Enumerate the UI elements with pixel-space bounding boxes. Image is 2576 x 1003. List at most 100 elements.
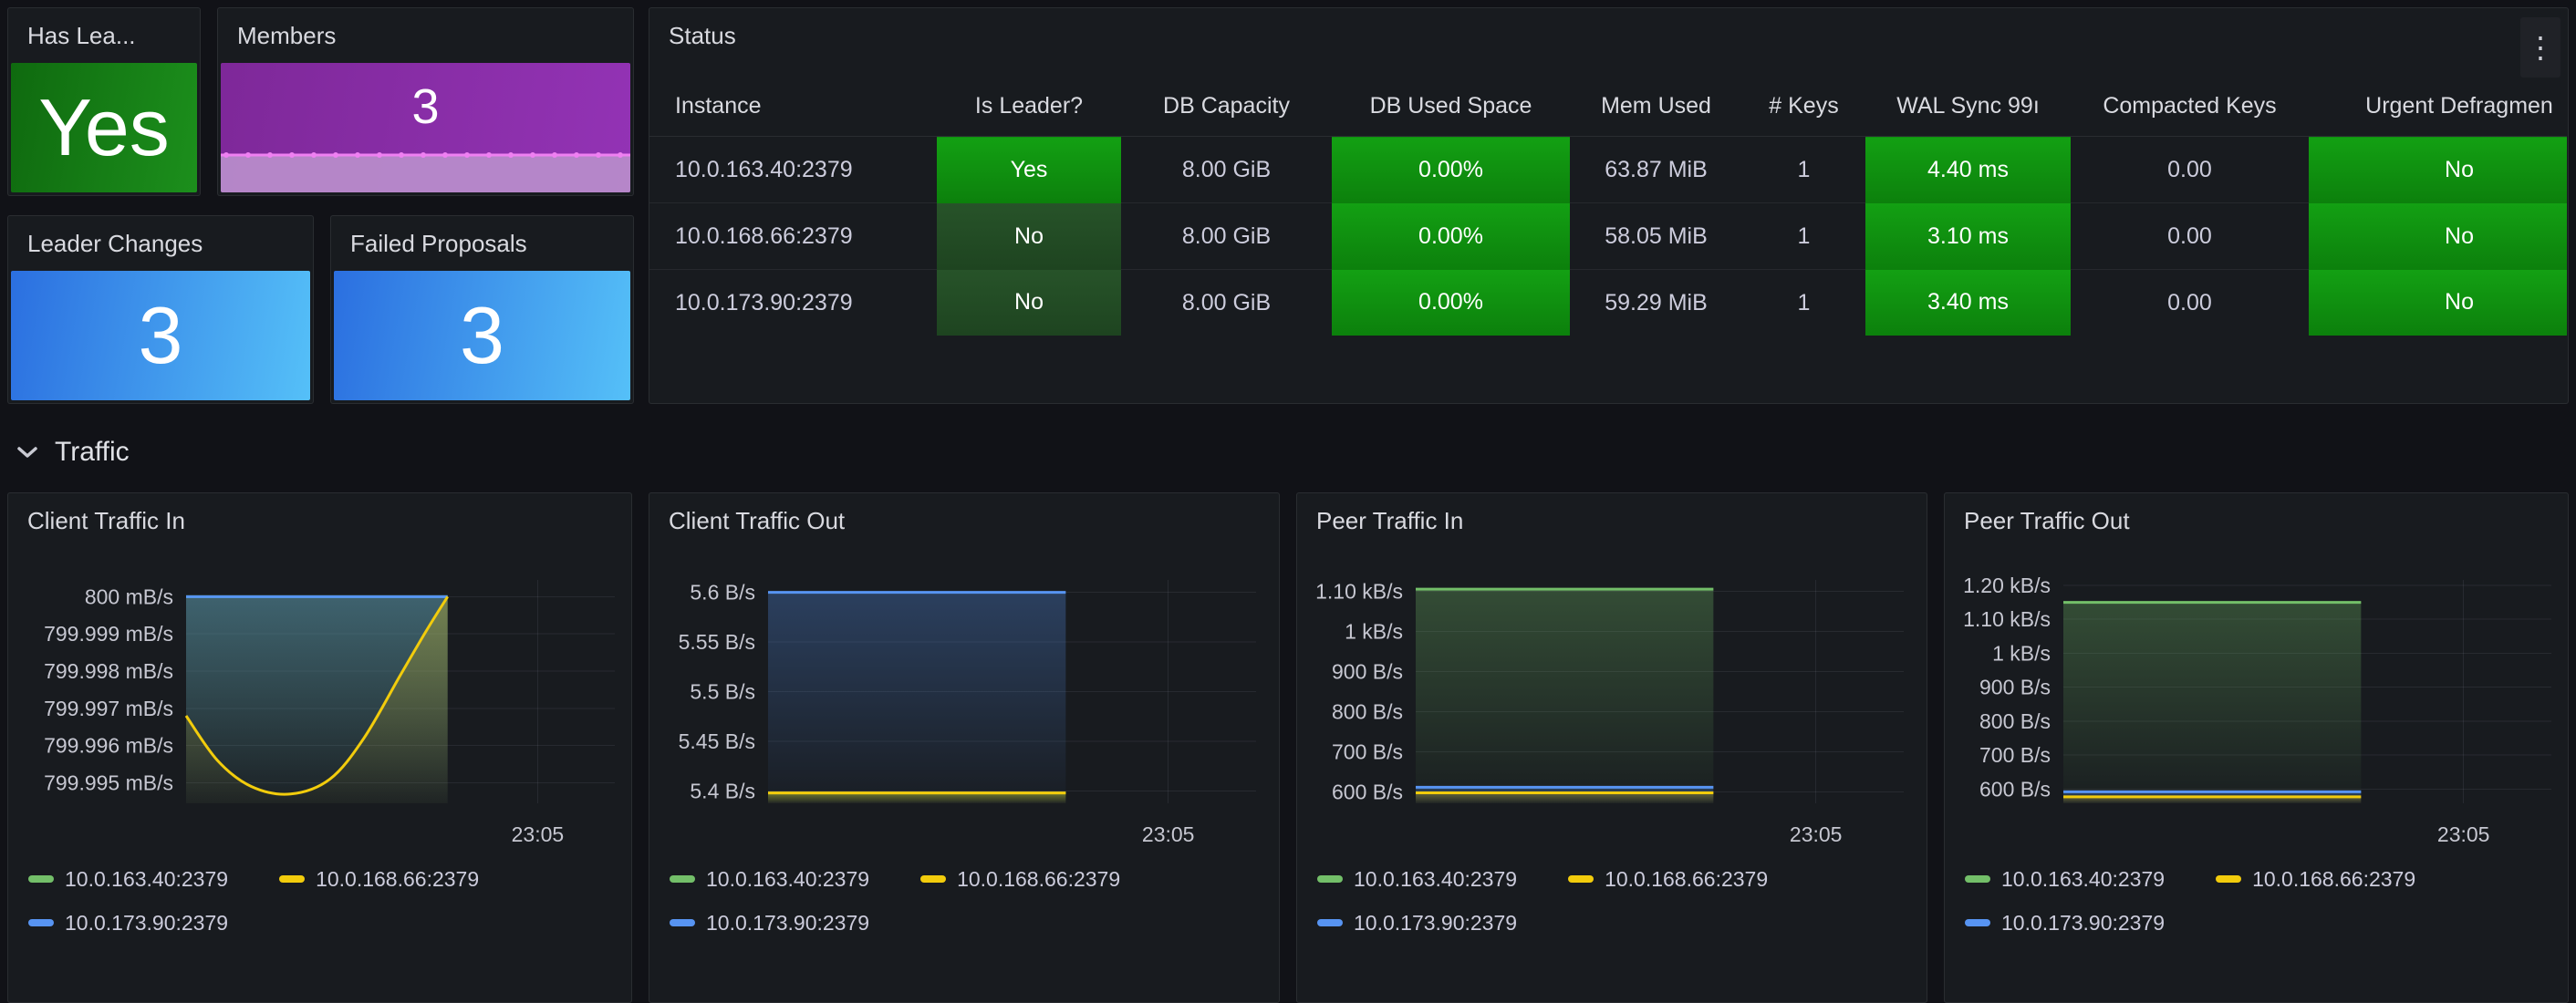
table-cell: 8.00 GiB xyxy=(1121,202,1332,270)
legend-item[interactable]: 10.0.173.90:2379 xyxy=(28,909,228,936)
column-header[interactable]: Instance xyxy=(649,76,937,137)
legend-item[interactable]: 10.0.163.40:2379 xyxy=(28,865,228,893)
table-cell: 3.40 ms xyxy=(1865,269,2071,336)
stat-value: Yes xyxy=(38,82,170,172)
y-axis-tick: 799.995 mB/s xyxy=(44,771,173,795)
y-axis-tick: 800 B/s xyxy=(1979,709,2051,733)
legend-item[interactable]: 10.0.168.66:2379 xyxy=(1568,865,1768,893)
table-cell: No xyxy=(937,202,1121,270)
y-axis-tick: 1 kB/s xyxy=(1345,619,1403,643)
x-axis-tick: 23:05 xyxy=(512,822,565,846)
chart-legend: 10.0.163.40:2379 10.0.168.66:2379 10.0.173… xyxy=(1965,865,2559,936)
panel-menu-button[interactable]: ⋮ xyxy=(2520,17,2560,78)
y-axis-tick: 799.997 mB/s xyxy=(44,697,173,720)
x-axis-tick: 23:05 xyxy=(2437,822,2490,846)
y-axis-tick: 800 mB/s xyxy=(85,584,173,608)
table-cell: No xyxy=(2309,202,2567,270)
series-color-swatch xyxy=(1965,919,1990,926)
table-cell: 0.00 xyxy=(2071,136,2309,203)
table-header-row: Instance Is Leader? DB Capacity DB Used Spa… xyxy=(649,76,2567,137)
legend-item[interactable]: 10.0.173.90:2379 xyxy=(1317,909,1517,936)
column-header[interactable]: DB Capacity xyxy=(1121,76,1332,137)
table-cell: 63.87 MiB xyxy=(1570,136,1742,203)
panel-title: Status xyxy=(669,22,736,49)
client-traffic-in-chart: 800 mB/s 799.999 mB/s 799.998 mB/s 799.997 … xyxy=(44,580,615,846)
chart-legend: 10.0.163.40:2379 10.0.168.66:2379 10.0.173… xyxy=(670,865,1270,936)
y-axis-tick: 700 B/s xyxy=(1979,743,2051,767)
stat-value-area: 3 xyxy=(221,63,630,192)
stat-value-area: 3 xyxy=(11,271,310,400)
column-header[interactable]: Compacted Keys xyxy=(2071,76,2309,137)
series-color-swatch xyxy=(28,919,54,926)
table-row: 10.0.163.40:2379 Yes 8.00 GiB 0.00% 63.87 Mi… xyxy=(649,136,2567,203)
legend-label: 10.0.168.66:2379 xyxy=(2252,867,2416,891)
y-axis-tick: 900 B/s xyxy=(1979,676,2051,699)
series-color-swatch xyxy=(2216,875,2242,883)
grafana-etcd-dashboard: { "colors": { "page_bg": "#111217", "pan… xyxy=(7,7,2569,1003)
legend-label: 10.0.173.90:2379 xyxy=(2001,911,2166,935)
panel-title: Peer Traffic Out xyxy=(1964,507,2130,534)
panel-title: Members xyxy=(237,22,337,49)
series-color-swatch xyxy=(1317,875,1343,883)
legend-item[interactable]: 10.0.163.40:2379 xyxy=(670,865,869,893)
column-header[interactable]: WAL Sync 99ı xyxy=(1865,76,2071,137)
table-cell: No xyxy=(2309,136,2567,203)
column-header[interactable]: Urgent Defragmen xyxy=(2309,76,2567,137)
kebab-icon: ⋮ xyxy=(2526,31,2555,64)
series-color-swatch xyxy=(670,919,695,926)
legend-item[interactable]: 10.0.168.66:2379 xyxy=(920,865,1120,893)
legend-label: 10.0.168.66:2379 xyxy=(957,867,1121,891)
table-cell: 8.00 GiB xyxy=(1121,269,1332,336)
peer-traffic-out-chart: 1.20 kB/s 1.10 kB/s 1 kB/s 900 B/s 800 B/s 70… xyxy=(1963,574,2551,846)
panel-title: Leader Changes xyxy=(27,230,203,257)
chart-legend: 10.0.163.40:2379 10.0.168.66:2379 10.0.173… xyxy=(28,865,622,936)
legend-item[interactable]: 10.0.173.90:2379 xyxy=(1965,909,2165,936)
y-axis-tick: 5.5 B/s xyxy=(690,680,755,704)
legend-item[interactable]: 10.0.173.90:2379 xyxy=(670,909,869,936)
y-axis-tick: 600 B/s xyxy=(1979,777,2051,801)
chart-legend: 10.0.163.40:2379 10.0.168.66:2379 10.0.173… xyxy=(1317,865,1917,936)
series-color-swatch xyxy=(670,875,695,883)
panel-has-leader: Has Lea... Yes xyxy=(7,7,201,196)
table-cell: 1 xyxy=(1742,202,1865,270)
column-header[interactable]: # Keys xyxy=(1742,76,1865,137)
stat-value-area: 3 xyxy=(334,271,630,400)
legend-item[interactable]: 10.0.163.40:2379 xyxy=(1965,865,2165,893)
y-axis-tick: 1.10 kB/s xyxy=(1315,579,1403,603)
legend-label: 10.0.168.66:2379 xyxy=(316,867,480,891)
y-axis-tick: 5.45 B/s xyxy=(679,729,755,753)
y-axis-tick: 5.6 B/s xyxy=(690,581,755,605)
section-label: Traffic xyxy=(55,437,130,467)
panel-leader-changes: Leader Changes 3 xyxy=(7,215,314,404)
legend-item[interactable]: 10.0.163.40:2379 xyxy=(1317,865,1517,893)
series-color-swatch xyxy=(279,875,306,883)
section-traffic-toggle[interactable]: Traffic xyxy=(16,432,130,472)
series-color-swatch xyxy=(1568,875,1594,883)
panel-title: Has Lea... xyxy=(27,22,136,49)
chevron-down-icon xyxy=(16,445,38,460)
legend-item[interactable]: 10.0.168.66:2379 xyxy=(279,865,479,893)
table-cell: 4.40 ms xyxy=(1865,136,2071,203)
panel-peer-traffic-out: 1.20 kB/s 1.10 kB/s 1 kB/s 900 B/s 800 B/s 70… xyxy=(1944,492,2569,1003)
table-cell: No xyxy=(937,269,1121,336)
panel-title: Client Traffic Out xyxy=(669,507,846,534)
column-header[interactable]: Mem Used xyxy=(1570,76,1742,137)
column-header[interactable]: DB Used Space xyxy=(1332,76,1570,137)
legend-label: 10.0.163.40:2379 xyxy=(2001,867,2166,891)
legend-label: 10.0.173.90:2379 xyxy=(65,911,229,935)
stat-value: 3 xyxy=(138,290,183,380)
y-axis-tick: 700 B/s xyxy=(1332,740,1403,764)
column-header[interactable]: Is Leader? xyxy=(937,76,1121,137)
series-color-swatch xyxy=(28,875,54,883)
table-cell: 10.0.173.90:2379 xyxy=(649,269,937,336)
table-cell: 0.00% xyxy=(1332,269,1570,336)
y-axis-tick: 799.996 mB/s xyxy=(44,734,173,758)
x-axis-tick: 23:05 xyxy=(1142,822,1195,846)
panel-members: Members 3 xyxy=(217,7,634,196)
y-axis-tick: 1.10 kB/s xyxy=(1963,607,2051,631)
table-cell: 1 xyxy=(1742,136,1865,203)
legend-item[interactable]: 10.0.168.66:2379 xyxy=(2216,865,2415,893)
table-cell: 10.0.168.66:2379 xyxy=(649,202,937,270)
table-cell: 3.10 ms xyxy=(1865,202,2071,270)
legend-label: 10.0.173.90:2379 xyxy=(1354,911,1518,935)
